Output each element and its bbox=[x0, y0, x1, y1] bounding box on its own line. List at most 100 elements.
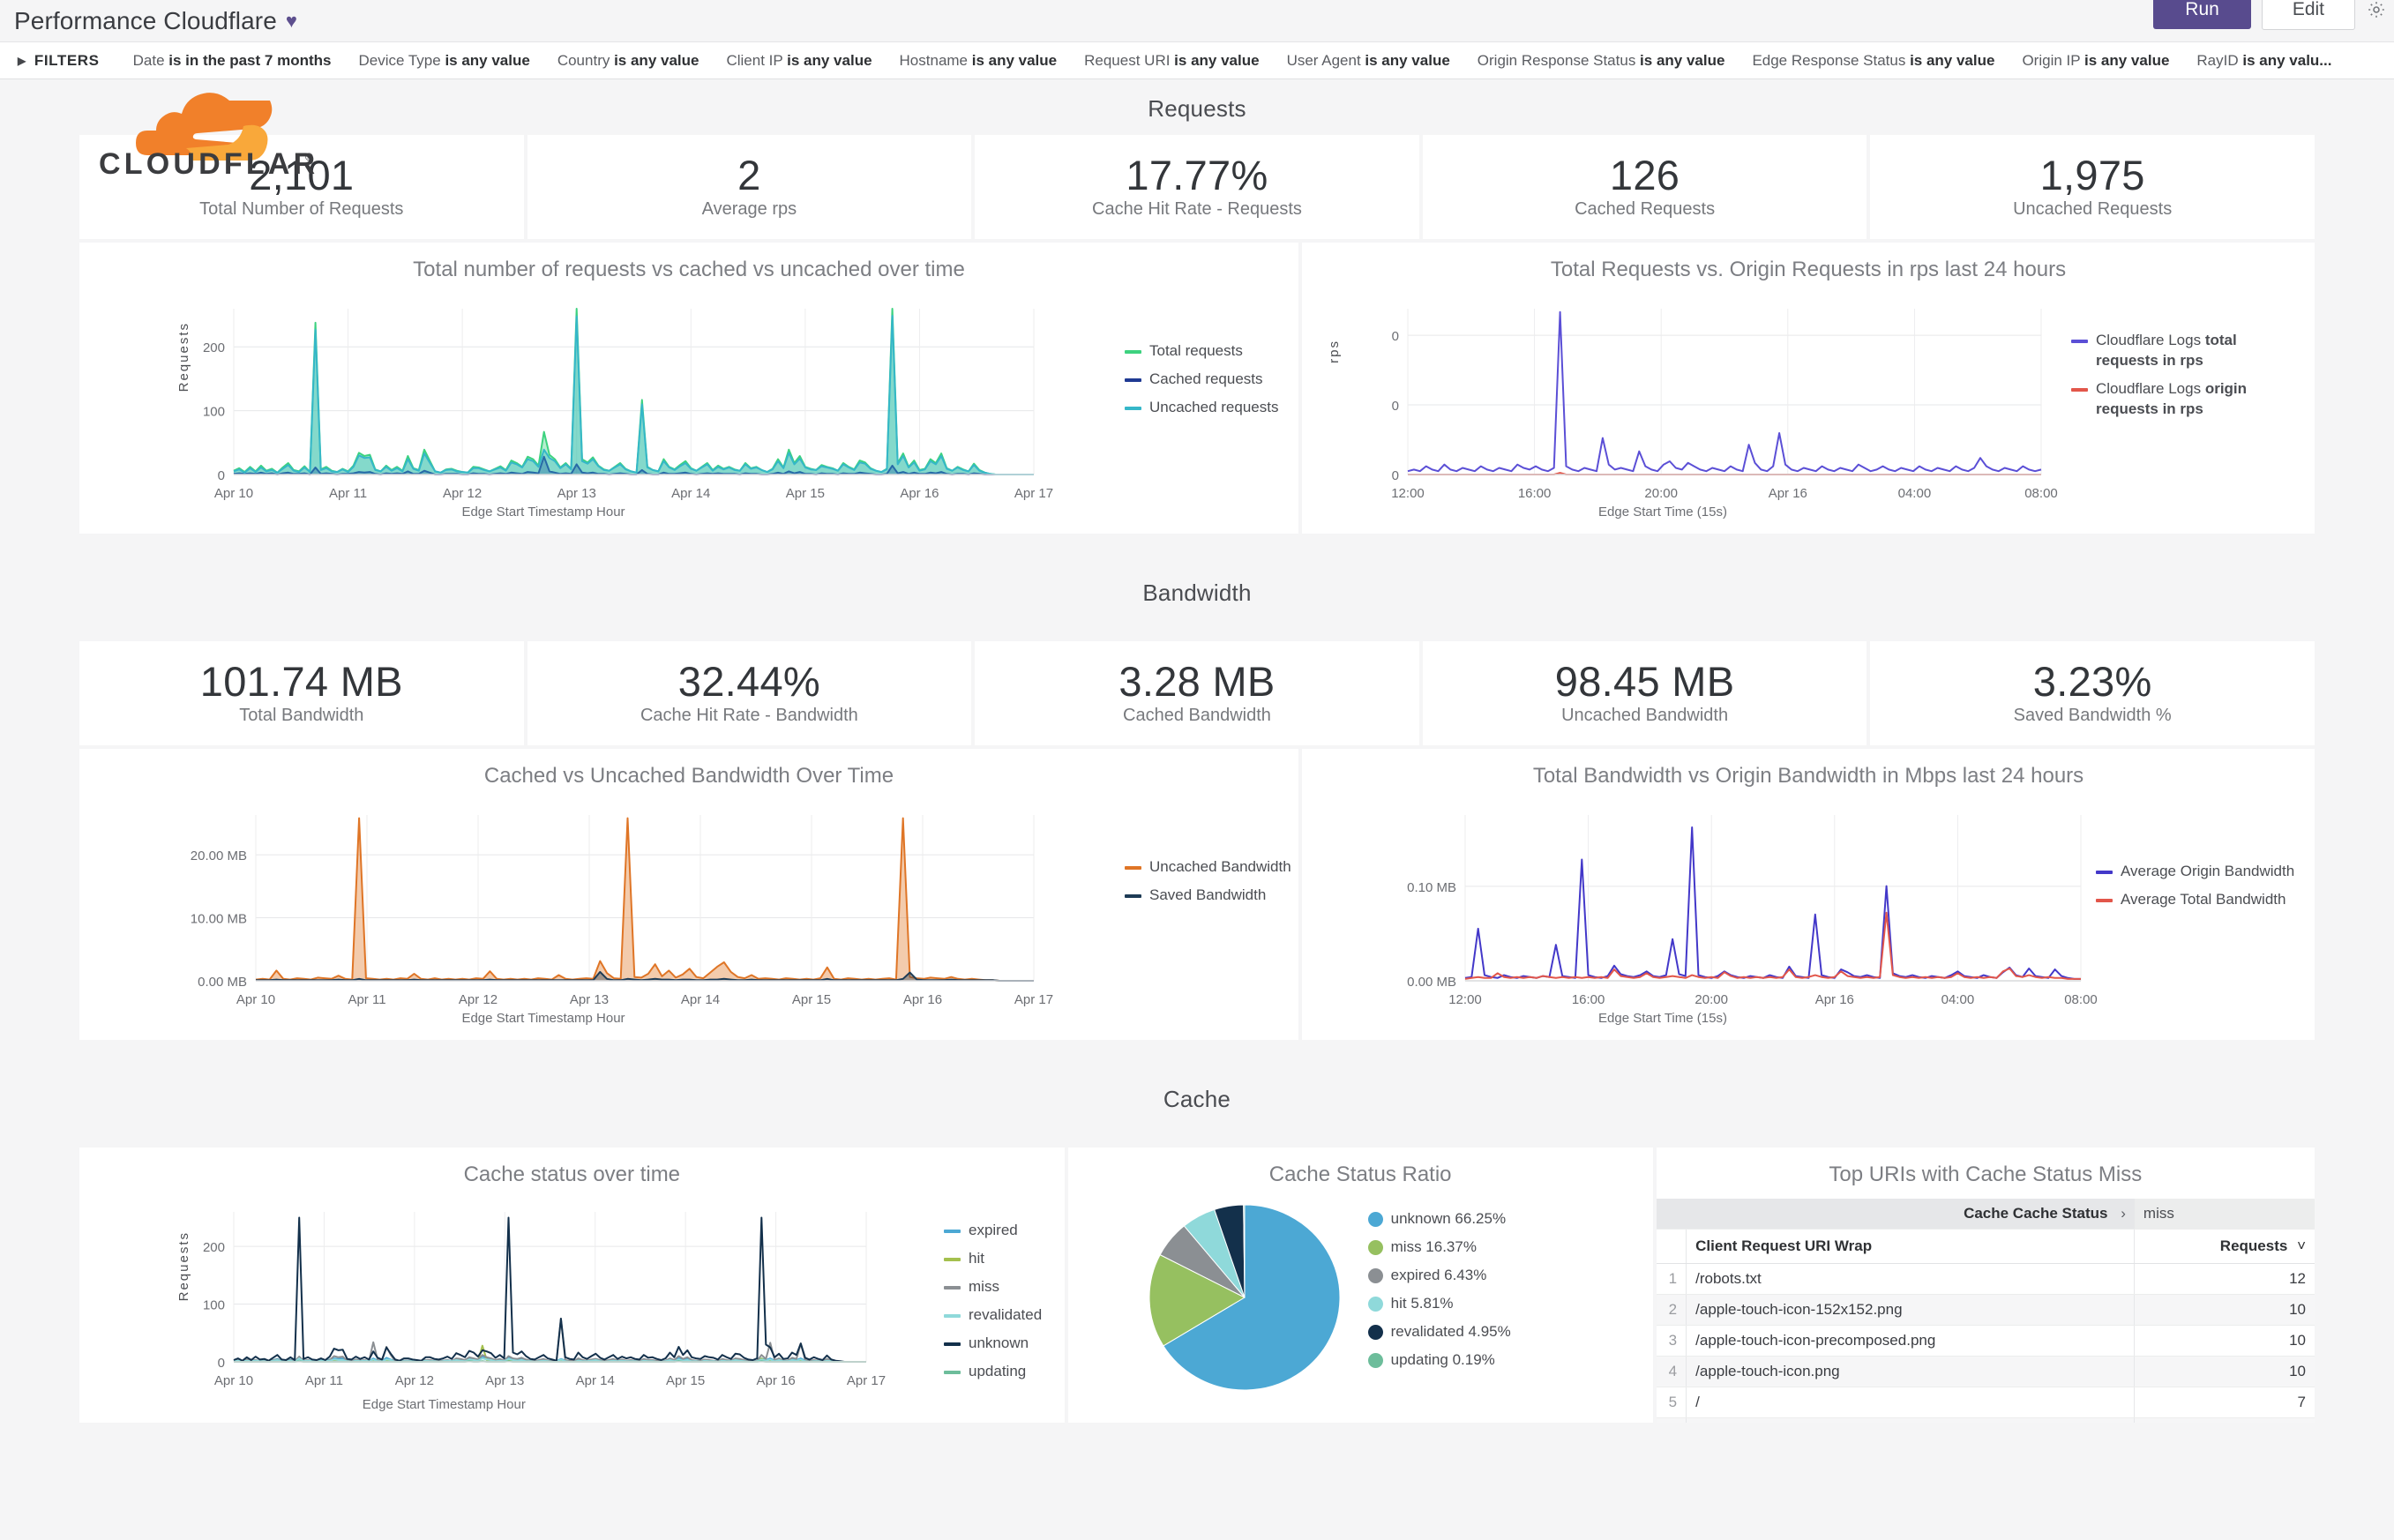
bandwidth-kpi-tile-4[interactable]: 3.23% Saved Bandwidth % bbox=[1870, 641, 2315, 745]
edit-button[interactable]: Edit bbox=[2261, 0, 2355, 30]
legend-label: expired 6.43% bbox=[1390, 1266, 1487, 1283]
requests-kpi-tile-4[interactable]: 1,975 Uncached Requests bbox=[1870, 135, 2315, 239]
svg-text:Apr 12: Apr 12 bbox=[395, 1373, 434, 1388]
legend-swatch bbox=[1367, 1267, 1383, 1283]
filter-chip-9[interactable]: Origin IP is any value bbox=[2022, 51, 2170, 69]
legend-swatch bbox=[2096, 871, 2113, 874]
tile-value: 3.28 MB bbox=[1118, 658, 1276, 705]
heart-icon[interactable]: ♥ bbox=[285, 9, 297, 32]
tile-label: Saved Bandwidth % bbox=[2013, 706, 2172, 725]
legend-item-2[interactable]: miss bbox=[944, 1277, 1042, 1297]
filter-chip-1[interactable]: Device Type is any value bbox=[358, 51, 530, 69]
bandwidth-kpi-tile-3[interactable]: 98.45 MB Uncached Bandwidth bbox=[1422, 641, 1867, 745]
filter-chip-6[interactable]: User Agent is any value bbox=[1286, 51, 1450, 69]
gear-icon[interactable] bbox=[2366, 0, 2387, 20]
requests-kpi-tile-2[interactable]: 17.77% Cache Hit Rate - Requests bbox=[975, 135, 1419, 239]
legend-item-4[interactable]: unknown bbox=[944, 1334, 1042, 1354]
svg-text:08:00: 08:00 bbox=[2064, 992, 2098, 1007]
requests-kpi-tile-3[interactable]: 126 Cached Requests bbox=[1422, 135, 1867, 239]
legend-item-2[interactable]: Uncached requests bbox=[1125, 398, 1278, 418]
filter-chip-3[interactable]: Client IP is any value bbox=[726, 51, 872, 69]
legend-item-1[interactable]: Cloudflare Logs origin requests in rps bbox=[2071, 379, 2292, 420]
svg-text:Apr 11: Apr 11 bbox=[305, 1373, 343, 1388]
legend-label: Uncached requests bbox=[1149, 398, 1279, 415]
run-button[interactable]: Run bbox=[2153, 0, 2251, 29]
svg-text:16:00: 16:00 bbox=[1572, 992, 1605, 1007]
legend-label: expired bbox=[969, 1222, 1018, 1238]
chart-requests-over-time[interactable]: Total number of requests vs cached vs un… bbox=[79, 243, 1298, 534]
chart-cache-status-over-time[interactable]: Cache status over time Requests 0 100 200 A… bbox=[79, 1148, 1065, 1423]
svg-text:Apr 13: Apr 13 bbox=[485, 1373, 524, 1388]
filters-toggle[interactable]: ▶ FILTERS bbox=[18, 52, 100, 70]
legend-label: Total requests bbox=[1149, 342, 1243, 359]
legend-item-1[interactable]: hit bbox=[944, 1249, 1042, 1269]
caret-right-icon: ▶ bbox=[18, 54, 26, 67]
filter-chip-8[interactable]: Edge Response Status is any value bbox=[1752, 51, 1995, 69]
chart-bandwidth-mbps-24h[interactable]: Total Bandwidth vs Origin Bandwidth in M… bbox=[1302, 749, 2315, 1040]
requests-kpi-tile-1[interactable]: 2 Average rps bbox=[527, 135, 972, 239]
legend-item-3[interactable]: revalidated bbox=[944, 1305, 1042, 1326]
table-group-row: Cache Cache Status › miss bbox=[1656, 1199, 2315, 1230]
legend-item-0[interactable]: Cloudflare Logs total requests in rps bbox=[2071, 331, 2292, 371]
chart-bandwidth-over-time[interactable]: Cached vs Uncached Bandwidth Over Time 0… bbox=[79, 749, 1298, 1040]
legend-item-2[interactable]: expired 6.43% bbox=[1367, 1266, 1511, 1286]
panel-top-uris[interactable]: Top URIs with Cache Status Miss Cache Ca… bbox=[1656, 1148, 2315, 1423]
filter-chip-5[interactable]: Request URI is any value bbox=[1084, 51, 1260, 69]
cell-uri[interactable]: /index.php/contact/ bbox=[1686, 1417, 2135, 1423]
table-row[interactable]: 1/robots.txt 12 bbox=[1656, 1263, 2315, 1295]
legend-item-0[interactable]: expired bbox=[944, 1221, 1042, 1241]
cell-requests: 10 bbox=[2134, 1356, 2315, 1387]
legend-item-3[interactable]: hit 5.81% bbox=[1367, 1294, 1511, 1314]
legend-item-5[interactable]: updating bbox=[944, 1362, 1042, 1382]
cell-uri[interactable]: / bbox=[1686, 1387, 2135, 1418]
pie-slice-miss[interactable] bbox=[1148, 1253, 1246, 1347]
table-row[interactable]: 6/index.php/contact/7 bbox=[1656, 1417, 2315, 1423]
filter-chip-10[interactable]: RayID is any valu... bbox=[2196, 51, 2332, 69]
tile-value: 126 bbox=[1609, 152, 1680, 198]
table-row[interactable]: 2/apple-touch-icon-152x152.png 10 bbox=[1656, 1294, 2315, 1326]
cell-requests: 7 bbox=[2134, 1387, 2315, 1418]
legend-label: miss 16.37% bbox=[1390, 1237, 1477, 1255]
table-row[interactable]: 4/apple-touch-icon.png 10 bbox=[1656, 1356, 2315, 1387]
pie-slice-unknown[interactable] bbox=[1162, 1204, 1341, 1391]
chart-legend: expired hit miss revalidated unknown updating bbox=[944, 1221, 1042, 1390]
cell-uri[interactable]: /apple-touch-icon-152x152.png bbox=[1686, 1294, 2135, 1326]
legend-item-4[interactable]: revalidated 4.95% bbox=[1367, 1322, 1511, 1342]
cell-uri[interactable]: /apple-touch-icon-precomposed.png bbox=[1686, 1325, 2135, 1357]
col-header-uri[interactable]: Client Request URI Wrap bbox=[1686, 1229, 2135, 1264]
legend-item-1[interactable]: Average Total Bandwidth bbox=[2096, 890, 2316, 910]
table-row[interactable]: 3/apple-touch-icon-precomposed.png 10 bbox=[1656, 1325, 2315, 1357]
topbar-actions: Run Edit bbox=[2153, 0, 2387, 30]
tile-value: 32.44% bbox=[677, 658, 820, 705]
legend-item-1[interactable]: Saved Bandwidth bbox=[1125, 886, 1291, 906]
cell-uri[interactable]: /apple-touch-icon.png bbox=[1686, 1356, 2135, 1387]
pie-slice-updating[interactable] bbox=[1242, 1204, 1246, 1298]
filter-chip-0[interactable]: Date is in the past 7 months bbox=[132, 51, 332, 69]
legend-swatch bbox=[1125, 893, 1141, 898]
legend-item-1[interactable]: miss 16.37% bbox=[1367, 1237, 1511, 1258]
legend-item-0[interactable]: Total requests bbox=[1125, 341, 1278, 362]
bandwidth-kpi-tile-2[interactable]: 3.28 MB Cached Bandwidth bbox=[975, 641, 1419, 745]
legend-item-0[interactable]: Average Origin Bandwidth bbox=[2096, 862, 2316, 882]
bandwidth-kpi-tile-0[interactable]: 101.74 MB Total Bandwidth bbox=[79, 641, 524, 745]
filter-chip-2[interactable]: Country is any value bbox=[557, 51, 699, 69]
bandwidth-kpi-tile-1[interactable]: 32.44% Cache Hit Rate - Bandwidth bbox=[527, 641, 972, 745]
chart-cache-status-ratio[interactable]: Cache Status Ratio unknown 66.25% miss 16… bbox=[1067, 1148, 1653, 1423]
chart-requests-rps-24h[interactable]: Total Requests vs. Origin Requests in rp… bbox=[1302, 243, 2315, 534]
col-header-requests[interactable]: Requests ˅ bbox=[2134, 1229, 2315, 1264]
legend-item-5[interactable]: updating 0.19% bbox=[1367, 1350, 1511, 1371]
filter-chip-7[interactable]: Origin Response Status is any value bbox=[1477, 51, 1725, 69]
table-row[interactable]: 5/7 bbox=[1656, 1387, 2315, 1418]
row-number: 4 bbox=[1656, 1356, 1687, 1387]
filter-chip-4[interactable]: Hostname is any value bbox=[899, 51, 1058, 69]
legend-item-1[interactable]: Cached requests bbox=[1125, 370, 1278, 390]
svg-text:100: 100 bbox=[203, 405, 225, 420]
legend-swatch bbox=[1367, 1352, 1383, 1368]
tile-value: 101.74 MB bbox=[199, 658, 403, 705]
chart-title: Cache status over time bbox=[463, 1162, 681, 1186]
cell-uri[interactable]: /robots.txt bbox=[1686, 1263, 2135, 1295]
legend-label: revalidated bbox=[969, 1305, 1043, 1323]
legend-swatch bbox=[1367, 1212, 1383, 1227]
legend-item-0[interactable]: Uncached Bandwidth bbox=[1125, 857, 1291, 878]
legend-item-0[interactable]: unknown 66.25% bbox=[1367, 1209, 1511, 1230]
